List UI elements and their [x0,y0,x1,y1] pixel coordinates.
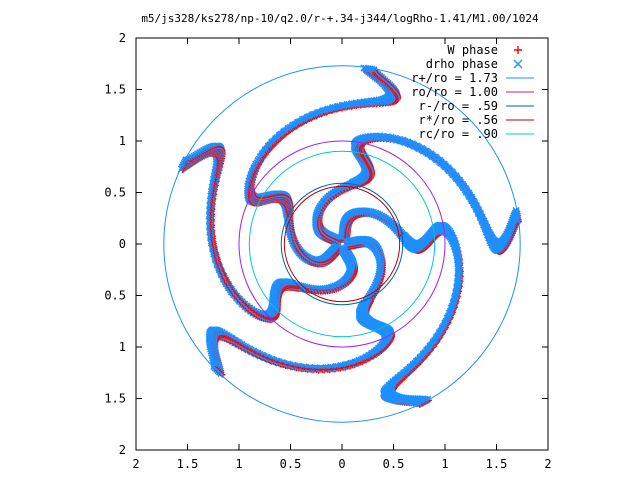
chart-title: m5/js328/ks278/np-10/q2.0/r-+.34-j344/lo… [141,12,539,25]
